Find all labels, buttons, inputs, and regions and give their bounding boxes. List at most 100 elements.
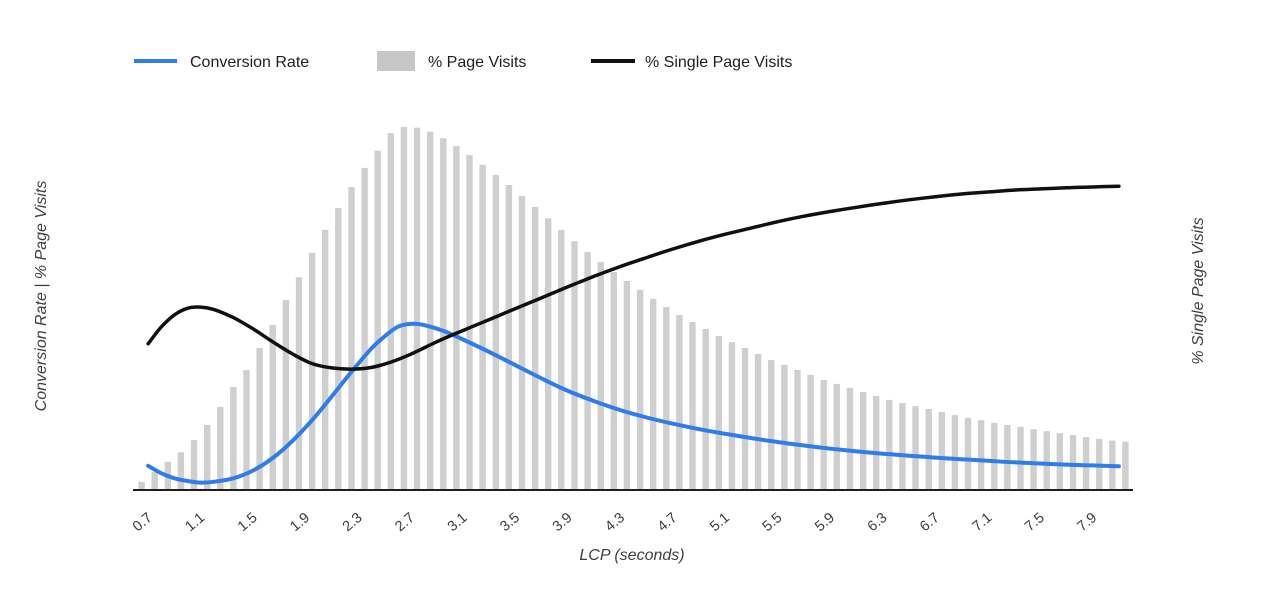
- histogram-bar: [138, 481, 145, 490]
- histogram-bar: [1004, 424, 1011, 490]
- histogram-bar: [650, 298, 657, 490]
- histogram-bar: [781, 364, 788, 490]
- y-left-axis-title: Conversion Rate | % Page Visits: [33, 181, 50, 412]
- histogram-bar: [610, 272, 617, 490]
- x-tick-label: 1.9: [287, 510, 313, 535]
- histogram-bar: [295, 277, 303, 490]
- histogram-bar: [335, 208, 342, 490]
- x-tick-label: 6.3: [865, 510, 891, 535]
- histogram-bar: [663, 307, 670, 490]
- histogram-bar: [1030, 429, 1037, 490]
- x-tick-label: 3.9: [550, 510, 576, 535]
- histogram-bar: [899, 403, 906, 490]
- series-lines: [146, 184, 1121, 485]
- histogram-bar: [518, 195, 526, 490]
- histogram-bar: [1017, 426, 1024, 490]
- histogram-bar: [282, 300, 290, 490]
- histogram-bar: [204, 424, 211, 490]
- histogram-bar: [977, 420, 985, 490]
- histogram-bar: [1056, 433, 1063, 490]
- histogram-bar: [374, 150, 381, 490]
- histogram-bar: [243, 369, 250, 490]
- histogram-bar: [846, 387, 854, 490]
- histogram-bar: [991, 422, 998, 490]
- histogram-bar: [151, 472, 158, 490]
- x-axis-title: LCP (seconds): [579, 547, 684, 564]
- x-tick-label: 3.1: [445, 510, 471, 535]
- x-tick-label: 5.1: [707, 510, 733, 535]
- histogram-bar: [925, 408, 932, 490]
- histogram-bar: [859, 392, 867, 490]
- legend-item-single-page-visits: % Single Page Visits: [591, 54, 792, 71]
- histogram-bar: [531, 206, 539, 490]
- histogram-bar: [912, 406, 919, 490]
- histogram-bar: [256, 348, 263, 490]
- histogram-bar: [453, 146, 460, 490]
- x-tick-label: 5.9: [812, 510, 838, 535]
- histogram-bar: [951, 415, 959, 490]
- x-tick-label: 7.1: [970, 510, 996, 535]
- x-tick-label: 6.7: [917, 510, 943, 535]
- y-right-axis-title: % Single Page Visits: [1190, 217, 1207, 364]
- legend-item-conversion-rate: Conversion Rate: [134, 54, 309, 71]
- histogram-bar: [702, 328, 709, 490]
- histogram-bar: [361, 167, 368, 490]
- x-tick-label: 1.1: [182, 510, 208, 535]
- histogram-bar: [938, 412, 945, 490]
- histogram-bar: [768, 360, 775, 490]
- histogram-bar: [413, 127, 421, 490]
- histogram-bar: [886, 399, 893, 490]
- histogram-bar: [676, 314, 683, 490]
- histogram-bar: [479, 164, 486, 490]
- histogram-bar: [820, 380, 827, 490]
- histogram-bar: [597, 261, 604, 491]
- histogram-bar: [217, 406, 224, 490]
- histogram-bar: [1122, 441, 1129, 490]
- histogram-bar: [230, 387, 237, 490]
- histogram-bar: [964, 417, 972, 490]
- x-tick-label: 0.7: [130, 510, 156, 535]
- legend: Conversion Rate % Page Visits % Single P…: [134, 51, 792, 71]
- x-tick-label: 7.5: [1022, 510, 1048, 535]
- histogram-bar: [715, 336, 722, 490]
- x-tick-label: 4.3: [602, 510, 628, 535]
- histogram-bar: [741, 348, 749, 490]
- histogram-bar: [689, 321, 696, 490]
- x-tick-label: 3.5: [497, 510, 523, 535]
- histogram-bar: [623, 281, 631, 490]
- histogram-bar: [177, 452, 185, 490]
- histogram-bar: [545, 218, 552, 490]
- histogram-bar: [348, 187, 355, 490]
- histogram-bar: [571, 241, 578, 490]
- histogram-bar: [1043, 431, 1050, 490]
- histogram-bar: [466, 155, 473, 490]
- x-tick-label: 1.5: [235, 510, 261, 535]
- legend-item-page-visits: % Page Visits: [377, 51, 526, 71]
- page-visits-histogram: [138, 126, 1129, 491]
- histogram-bar: [440, 138, 447, 490]
- histogram-bar: [308, 252, 316, 490]
- legend-label-conversion-rate: Conversion Rate: [190, 54, 309, 71]
- histogram-bar: [387, 133, 394, 490]
- histogram-bar: [728, 342, 736, 490]
- histogram-bar: [873, 396, 880, 490]
- x-tick-label: 2.3: [340, 510, 366, 535]
- histogram-bar: [584, 252, 591, 490]
- histogram-bar: [427, 131, 434, 490]
- x-tick-label: 2.7: [392, 510, 418, 535]
- single-page-visits-line: [146, 184, 1121, 371]
- histogram-bar: [492, 174, 499, 490]
- conversion-rate-line: [146, 321, 1121, 485]
- histogram-bar: [636, 289, 644, 490]
- legend-label-single-page-visits: % Single Page Visits: [645, 54, 792, 71]
- x-tick-label: 4.7: [655, 510, 681, 535]
- histogram-bar: [558, 229, 565, 490]
- histogram-bar: [322, 229, 329, 490]
- histogram-bar: [807, 374, 814, 490]
- histogram-bar: [269, 325, 276, 490]
- page-visits-bar-swatch-icon: [377, 51, 415, 71]
- histogram-bar: [400, 126, 408, 491]
- x-tick-label: 5.5: [760, 510, 786, 535]
